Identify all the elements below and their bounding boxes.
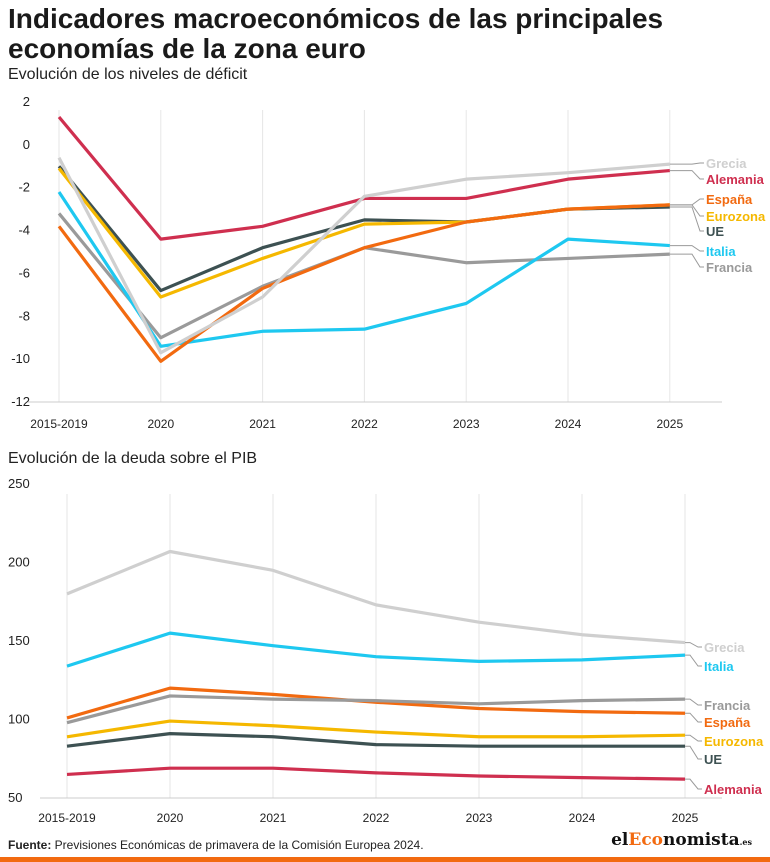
logo-el: el (611, 830, 629, 850)
deficit-series-label-eurozona: Eurozona (706, 209, 766, 224)
debt-series-line-alemania (66, 766, 686, 781)
debt-leader-eurozona (685, 734, 702, 742)
deficit-leader-alemania (669, 170, 704, 180)
debt-series-label-grecia: Grecia (704, 640, 745, 655)
deficit-x-tick-label: 2021 (249, 417, 276, 431)
deficit-leader-grecia (669, 162, 704, 165)
deficit-y-tick-label: -6 (18, 265, 30, 280)
deficit-x-tick-label: 2024 (555, 417, 582, 431)
debt-series-line-eurozona (66, 719, 686, 739)
source-note: Fuente: Previsiones Económicas de primav… (8, 838, 424, 852)
deficit-leader-ue (669, 206, 704, 232)
debt-x-tick-label: 2022 (363, 811, 390, 825)
deficit-series-line-italia (57, 191, 670, 348)
deficit-chart-title: Evolución de los niveles de déficit (8, 66, 248, 83)
deficit-leader-francia (669, 253, 704, 268)
logo-eco: Eco (628, 830, 664, 850)
debt-chart-title: Evolución de la deuda sobre el PIB (8, 450, 258, 467)
debt-leader-espana (685, 712, 702, 723)
deficit-leader-italia (669, 245, 704, 252)
debt-leader-ue (685, 745, 702, 760)
source-text: Previsiones Económicas de primavera de l… (51, 838, 424, 852)
debt-y-tick-label: 50 (8, 790, 22, 805)
debt-x-tick-label: 2020 (157, 811, 184, 825)
deficit-series-label-ue: UE (706, 224, 724, 239)
source-label: Fuente: (8, 838, 52, 852)
deficit-series-line-grecia (57, 156, 670, 355)
deficit-x-tick-label: 2023 (453, 417, 480, 431)
deficit-x-tick-label: 2025 (656, 417, 683, 431)
debt-y-tick-label: 100 (8, 712, 30, 727)
debt-leader-grecia (685, 642, 702, 648)
debt-series-label-eurozona: Eurozona (704, 734, 764, 749)
deficit-y-tick-label: -10 (11, 351, 30, 366)
deficit-x-tick-label: 2022 (351, 417, 378, 431)
deficit-y-tick-label: 0 (23, 137, 30, 152)
deficit-y-tick-label: -2 (18, 180, 30, 195)
debt-series-label-francia: Francia (704, 698, 751, 713)
debt-series-line-francia (66, 694, 686, 725)
debt-series-line-italia (66, 631, 686, 668)
deficit-series-label-alemania: Alemania (706, 172, 765, 187)
debt-leader-italia (685, 654, 702, 667)
bottom-accent-bar (0, 857, 770, 862)
debt-y-tick-label: 200 (8, 555, 30, 570)
brand-logo[interactable]: elEconomista.es (611, 830, 752, 850)
logo-es: .es (739, 837, 752, 847)
debt-series-label-alemania: Alemania (704, 782, 763, 797)
debt-y-tick-label: 150 (8, 633, 30, 648)
debt-leader-alemania (685, 778, 702, 790)
deficit-series-label-grecia: Grecia (706, 156, 747, 171)
debt-series-line-grecia (66, 549, 686, 645)
deficit-series-label-italia: Italia (706, 244, 736, 259)
deficit-series-label-francia: Francia (706, 260, 753, 275)
debt-series-line-ue (66, 732, 685, 748)
debt-series-label-espana: España (704, 715, 751, 730)
deficit-x-tick-label: 2020 (147, 417, 174, 431)
debt-series-label-italia: Italia (704, 659, 734, 674)
page-title: Indicadores macroeconómicos de las princ… (8, 3, 664, 64)
debt-series-label-ue: UE (704, 752, 722, 767)
deficit-y-tick-label: 2 (23, 94, 30, 109)
debt-leader-francia (685, 698, 702, 706)
debt-x-tick-label: 2023 (466, 811, 493, 825)
deficit-series-line-espana (57, 203, 670, 363)
deficit-x-tick-label: 2015-2019 (30, 417, 88, 431)
deficit-series-label-espana: España (706, 192, 753, 207)
logo-nomista: nomista (663, 830, 740, 850)
debt-chart: 250 200 150 100 50 2015-2019 2020 2021 2022 2023 2… (8, 476, 764, 825)
debt-y-tick-label: 250 (8, 476, 30, 491)
deficit-y-tick-label: -4 (18, 223, 30, 238)
debt-x-tick-label: 2021 (260, 811, 287, 825)
deficit-y-tick-label: -12 (11, 394, 30, 409)
deficit-y-tick-label: -8 (18, 308, 30, 323)
debt-x-tick-label: 2025 (672, 811, 699, 825)
deficit-leader-eurozona (669, 204, 704, 217)
debt-x-tick-label: 2024 (569, 811, 596, 825)
debt-x-tick-label: 2015-2019 (38, 811, 96, 825)
